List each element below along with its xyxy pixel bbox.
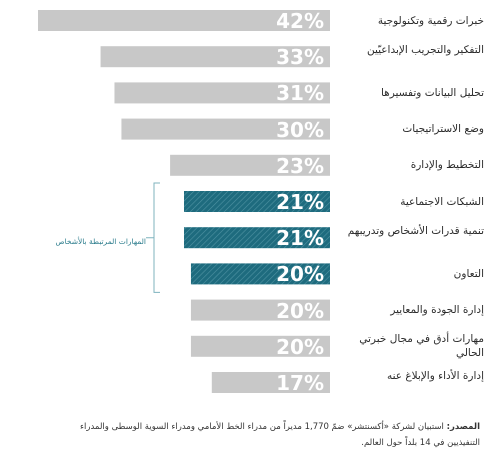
bar-value-label: 21% bbox=[276, 226, 324, 251]
category-label: إدارة الأداء والإبلاغ عنه bbox=[386, 369, 484, 382]
bar-value-label: 42% bbox=[276, 9, 324, 33]
category-label: التعاون bbox=[453, 267, 484, 280]
category-label: تحليل البيانات وتفسيرها bbox=[380, 86, 484, 99]
bar bbox=[121, 118, 330, 140]
group-bracket bbox=[146, 182, 160, 293]
bar bbox=[170, 154, 330, 176]
group-label: المهارات المرتبطة بالأشخاص bbox=[55, 237, 146, 246]
category-label: وضع الاستراتيجيات bbox=[402, 123, 484, 136]
bar bbox=[100, 46, 330, 68]
bar-value-label: 20% bbox=[276, 298, 324, 323]
bar-value-label: 23% bbox=[276, 153, 324, 178]
bar-value-label: 17% bbox=[276, 371, 324, 395]
source-prefix: المصدر: bbox=[446, 422, 480, 432]
bar-value-label: 31% bbox=[276, 81, 324, 106]
category-label: التفكير والتجريب الإبداعيّين bbox=[366, 43, 484, 56]
bar-highlighted bbox=[184, 191, 330, 212]
bar-value-label: 30% bbox=[276, 117, 324, 142]
category-label: مهارات أدق في مجال خبرتي الحالي bbox=[359, 333, 484, 360]
bar-value-label: 20% bbox=[276, 262, 324, 287]
bar-value-label: 21% bbox=[276, 190, 324, 214]
category-label: خبرات رقمية وتكنولوجية bbox=[377, 14, 484, 27]
bar-value-label: 33% bbox=[276, 45, 324, 70]
category-label: الشبكات الاجتماعية bbox=[400, 195, 484, 208]
bar bbox=[211, 372, 330, 393]
bar bbox=[114, 82, 330, 104]
category-label: إدارة الجودة والمعايير bbox=[390, 304, 484, 317]
bar bbox=[190, 335, 330, 357]
category-label: تنمية قدرات الأشخاص وتدريبهم bbox=[347, 224, 484, 237]
bar bbox=[190, 299, 330, 321]
bar-value-label: 20% bbox=[276, 334, 324, 359]
bar-highlighted bbox=[184, 227, 330, 249]
bar bbox=[38, 10, 330, 31]
category-label: التخطيط والإدارة bbox=[410, 159, 484, 172]
source-text: استبيان لشركة «أكسنتشر» ضمّ 1,770 مديراً… bbox=[79, 422, 480, 448]
bar-highlighted bbox=[190, 263, 330, 285]
source-note: المصدر: استبيان لشركة «أكسنتشر» ضمّ 1,77… bbox=[62, 419, 480, 451]
